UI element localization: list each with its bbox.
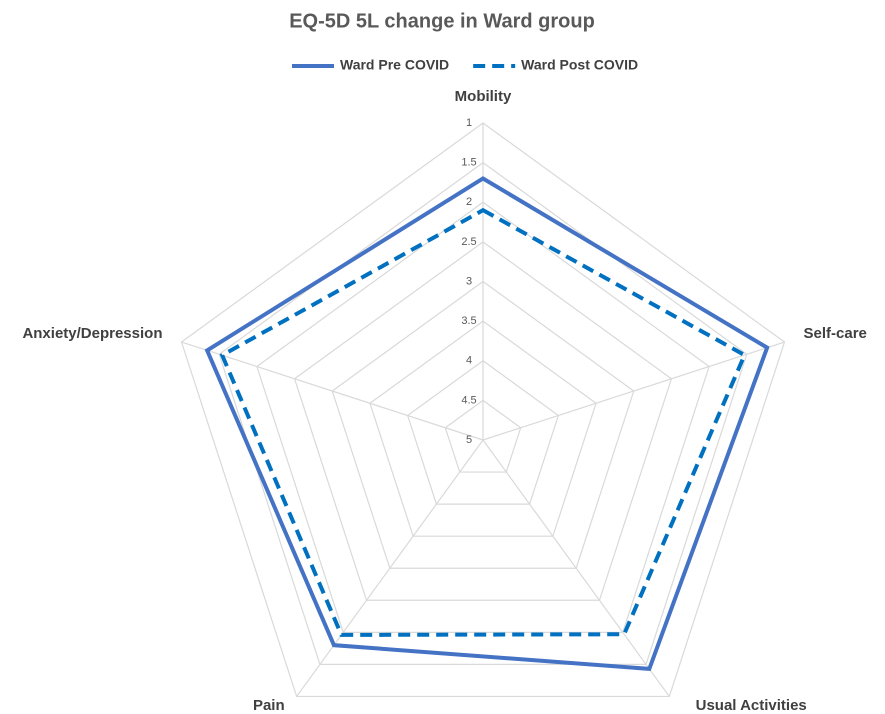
r-tick-label: 4.5: [461, 394, 476, 406]
grid-ring: [218, 161, 748, 666]
category-label: Anxiety/Depression: [22, 325, 162, 342]
chart-title: EQ-5D 5L change in Ward group: [289, 10, 595, 32]
category-label: Mobility: [455, 88, 512, 105]
category-label: Usual Activities: [696, 697, 807, 714]
grid-ring: [369, 320, 597, 537]
grid-ring: [180, 122, 786, 698]
legend-label: Ward Post COVID: [521, 57, 638, 73]
r-tick-label: 1: [466, 117, 472, 129]
legend-label: Ward Pre COVID: [340, 57, 449, 73]
r-tick-label: 3: [466, 275, 472, 287]
r-tick-label: 3.5: [461, 315, 476, 327]
grid-ring: [444, 399, 522, 473]
spoke: [482, 341, 785, 441]
series-line: [219, 207, 748, 637]
r-tick-label: 2.5: [461, 236, 476, 248]
grid-ring: [406, 360, 560, 505]
grid-ring: [293, 241, 673, 601]
r-tick-label: 2: [466, 196, 472, 208]
r-tick-label: 5: [466, 434, 472, 446]
r-tick-label: 4: [466, 355, 472, 367]
grid-ring: [331, 280, 635, 569]
r-tick-label: 1.5: [461, 157, 476, 169]
series-line: [204, 176, 770, 671]
category-label: Self-care: [804, 325, 867, 342]
spoke: [296, 439, 484, 697]
spoke: [482, 439, 670, 697]
spoke: [181, 341, 484, 441]
grid-ring: [256, 201, 710, 633]
category-label: Pain: [253, 697, 285, 714]
